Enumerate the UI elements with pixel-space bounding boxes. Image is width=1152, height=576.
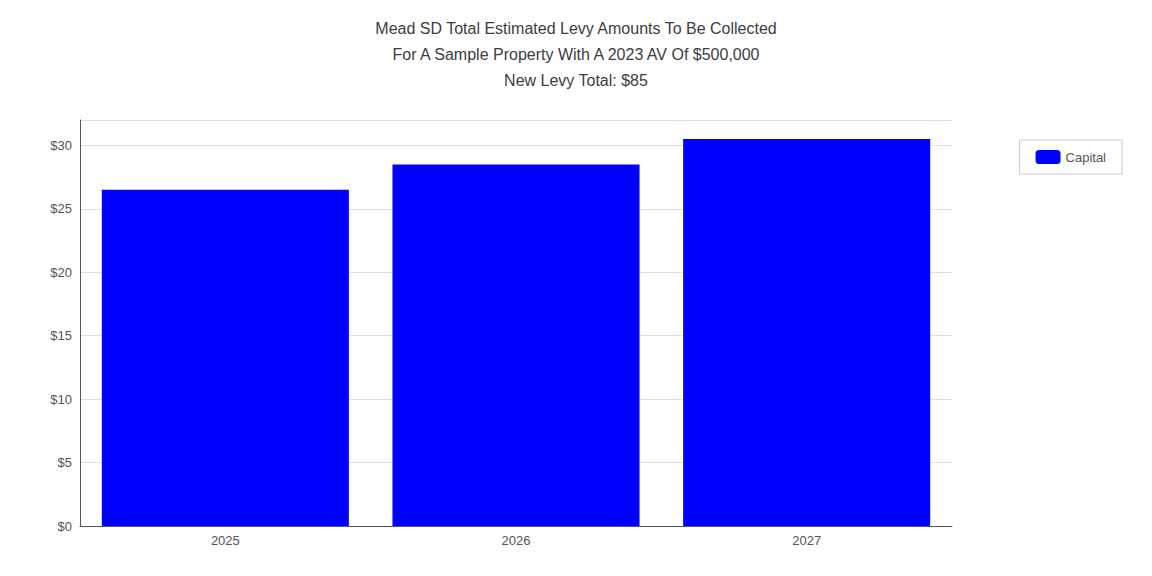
svg-text:$30: $30	[50, 138, 72, 153]
svg-text:New Levy Total: $85: New Levy Total: $85	[504, 72, 648, 89]
svg-text:$20: $20	[50, 265, 72, 280]
svg-text:2027: 2027	[792, 533, 821, 548]
svg-text:2026: 2026	[502, 533, 531, 548]
svg-text:$15: $15	[50, 328, 72, 343]
svg-text:$5: $5	[58, 455, 72, 470]
svg-text:Capital: Capital	[1066, 150, 1107, 165]
svg-text:$10: $10	[50, 392, 72, 407]
svg-text:2025: 2025	[211, 533, 240, 548]
svg-text:Mead SD Total Estimated Levy A: Mead SD Total Estimated Levy Amounts To …	[375, 20, 776, 37]
svg-text:$0: $0	[58, 519, 72, 534]
svg-text:For A Sample Property With A 2: For A Sample Property With A 2023 AV Of …	[392, 46, 759, 63]
svg-text:$25: $25	[50, 201, 72, 216]
